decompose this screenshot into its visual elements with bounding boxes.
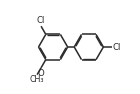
Text: O: O (37, 69, 44, 78)
Text: Cl: Cl (112, 42, 121, 52)
Text: Cl: Cl (36, 16, 45, 25)
Text: CH₃: CH₃ (29, 75, 44, 84)
